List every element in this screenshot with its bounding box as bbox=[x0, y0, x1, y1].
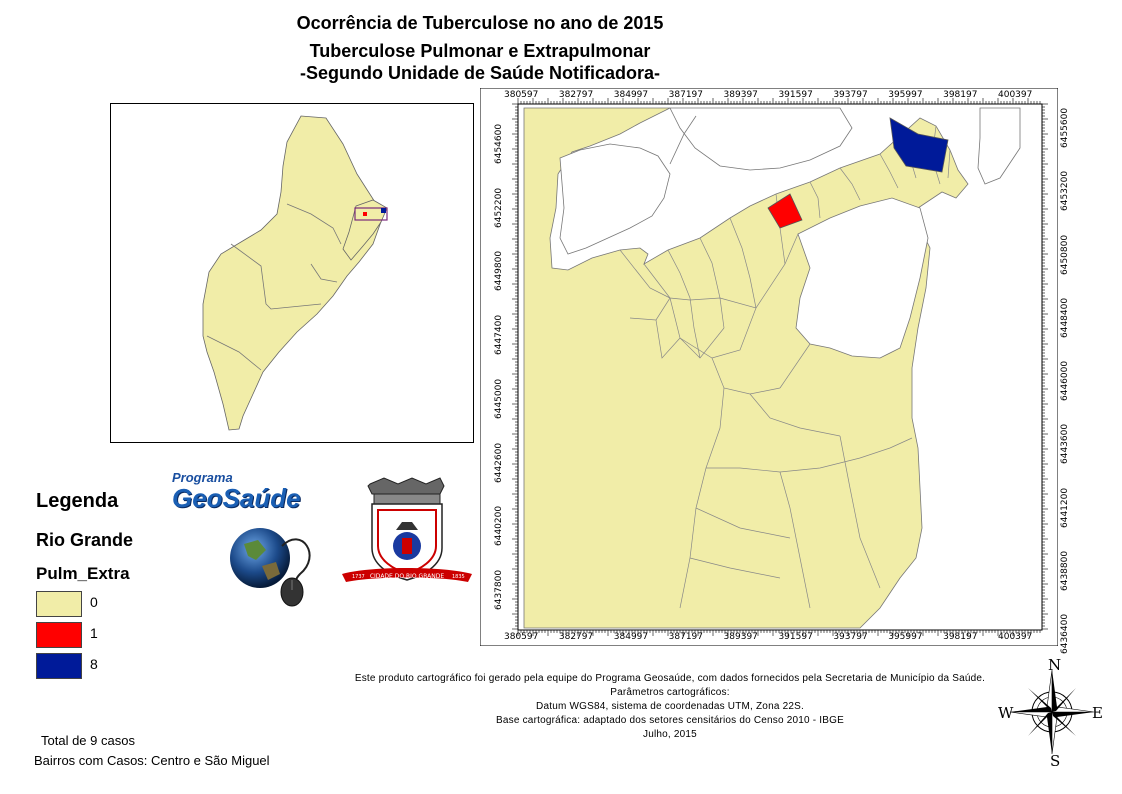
y-tick-label-right: 6438800 bbox=[1060, 550, 1070, 591]
inset-extent-box bbox=[354, 207, 388, 221]
legend-field: Pulm_Extra bbox=[36, 564, 130, 583]
graticule-ticks bbox=[512, 98, 1048, 636]
legend-label-2: 8 bbox=[90, 656, 98, 672]
x-tick-label-bottom: 400397 bbox=[998, 632, 1033, 642]
y-tick-label-left: 6440200 bbox=[494, 506, 504, 547]
x-tick-label-top: 384997 bbox=[613, 90, 649, 100]
compass-e: E bbox=[1092, 704, 1103, 722]
x-tick-label-bottom: 389397 bbox=[723, 632, 758, 642]
legend-swatch-1 bbox=[36, 622, 82, 648]
x-tick-label-bottom: 382797 bbox=[558, 632, 594, 642]
city-emblem: CIDADE DO RIO GRANDE 1737 1835 bbox=[342, 477, 472, 582]
compass-s: S bbox=[1050, 752, 1060, 768]
y-tick-label-left: 6445000 bbox=[494, 378, 504, 419]
x-tick-label-bottom: 380597 bbox=[504, 632, 539, 642]
compass-n: N bbox=[1048, 656, 1061, 674]
y-tick-label-left: 6442600 bbox=[494, 442, 504, 483]
x-tick-label-top: 400397 bbox=[998, 90, 1033, 100]
inset-municipality bbox=[202, 115, 384, 431]
legend-heading: Legenda bbox=[36, 490, 119, 512]
globe-mouse-icon bbox=[230, 528, 311, 607]
credits-line-1: Este produto cartográfico foi gerado pel… bbox=[354, 673, 986, 684]
north-arrow-icon: N S E W bbox=[998, 656, 1103, 768]
x-tick-label-bottom: 398197 bbox=[943, 632, 978, 642]
credits-line-3: Datum WGS84, sistema de coordenadas UTM,… bbox=[536, 701, 804, 712]
x-tick-label-top: 380597 bbox=[504, 90, 539, 100]
compass-w: W bbox=[998, 704, 1014, 722]
main-map-svg bbox=[479, 87, 1059, 647]
x-tick-label-bottom: 391597 bbox=[778, 632, 813, 642]
legend-label-0: 0 bbox=[90, 594, 98, 610]
total-cases: Total de 9 casos bbox=[41, 733, 135, 748]
y-tick-label-left: 6449800 bbox=[494, 251, 504, 292]
map-features bbox=[523, 107, 1021, 629]
x-tick-label-top: 398197 bbox=[943, 90, 978, 100]
y-tick-label-right: 6436400 bbox=[1060, 613, 1070, 654]
map-subtitle: Tuberculose Pulmonar e Extrapulmonar bbox=[309, 41, 651, 61]
y-tick-label-right: 6443600 bbox=[1060, 424, 1070, 465]
inset-district bbox=[342, 199, 388, 261]
geosaude-logo-big: GeoSaúde bbox=[172, 483, 301, 513]
map-subtitle-2: -Segundo Unidade de Saúde Notificadora- bbox=[299, 63, 661, 83]
y-tick-label-right: 6453200 bbox=[1060, 171, 1070, 212]
x-tick-label-bottom: 384997 bbox=[613, 632, 649, 642]
water-estuary bbox=[795, 197, 929, 359]
legend-swatch-2 bbox=[36, 653, 82, 679]
geosaude-logo-small: Programa bbox=[172, 470, 233, 485]
map-title: Ocorrência de Tuberculose no ano de 2015 bbox=[296, 13, 664, 33]
y-tick-label-right: 6450800 bbox=[1060, 234, 1070, 275]
x-tick-label-bottom: 393797 bbox=[833, 632, 868, 642]
y-tick-label-right: 6441200 bbox=[1060, 487, 1070, 528]
y-tick-label-left: 6452200 bbox=[494, 187, 504, 228]
x-tick-label-top: 391597 bbox=[778, 90, 813, 100]
y-tick-label-right: 6455600 bbox=[1060, 107, 1070, 148]
x-tick-label-bottom: 387197 bbox=[668, 632, 704, 642]
district-boundaries bbox=[619, 125, 951, 609]
y-tick-label-right: 6448400 bbox=[1060, 297, 1070, 338]
x-tick-label-top: 382797 bbox=[558, 90, 594, 100]
water-east bbox=[977, 107, 1021, 185]
district-sao-miguel bbox=[889, 117, 949, 173]
main-map bbox=[479, 87, 1059, 647]
geosaude-logo: Programa GeoSaúde bbox=[172, 470, 342, 511]
legend-label-1: 1 bbox=[90, 625, 98, 641]
legend-swatch-0 bbox=[36, 591, 82, 617]
x-tick-label-top: 387197 bbox=[668, 90, 704, 100]
y-tick-label-left: 6454600 bbox=[494, 123, 504, 164]
legend-layer: Rio Grande bbox=[36, 530, 134, 550]
inset-map-svg bbox=[202, 115, 388, 431]
emblem-year-left: 1737 bbox=[352, 574, 365, 580]
x-tick-label-top: 389397 bbox=[723, 90, 758, 100]
inset-map bbox=[110, 103, 474, 443]
y-tick-label-left: 6447400 bbox=[494, 315, 504, 356]
water-lagoon bbox=[559, 143, 671, 255]
x-tick-label-bottom: 395997 bbox=[888, 632, 923, 642]
y-tick-label-right: 6446000 bbox=[1060, 360, 1070, 401]
credits-line-5: Julho, 2015 bbox=[643, 729, 697, 740]
water-north bbox=[669, 107, 853, 171]
x-tick-label-top: 393797 bbox=[833, 90, 868, 100]
y-tick-label-left: 6437800 bbox=[494, 569, 504, 610]
emblem-year-right: 1835 bbox=[452, 574, 465, 580]
district-centro bbox=[767, 193, 803, 229]
credits-line-2: Parâmetros cartográficos: bbox=[610, 687, 730, 698]
emblem-ribbon-text: CIDADE DO RIO GRANDE bbox=[370, 573, 445, 580]
credits-line-4: Base cartográfica: adaptado dos setores … bbox=[496, 715, 844, 726]
bairros-with-cases: Bairros com Casos: Centro e São Miguel bbox=[34, 753, 270, 768]
x-tick-label-top: 395997 bbox=[888, 90, 923, 100]
